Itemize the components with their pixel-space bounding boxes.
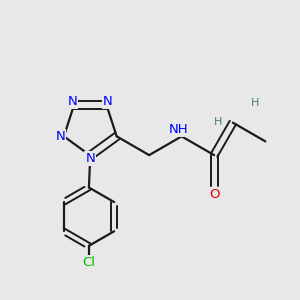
- Text: H: H: [214, 117, 223, 127]
- Text: H: H: [251, 98, 259, 108]
- Text: NH: NH: [169, 123, 189, 136]
- Text: N: N: [56, 130, 65, 143]
- Text: N: N: [68, 95, 77, 109]
- Text: N: N: [85, 152, 95, 165]
- Text: Cl: Cl: [82, 256, 95, 269]
- Text: O: O: [209, 188, 219, 200]
- Text: N: N: [103, 95, 113, 109]
